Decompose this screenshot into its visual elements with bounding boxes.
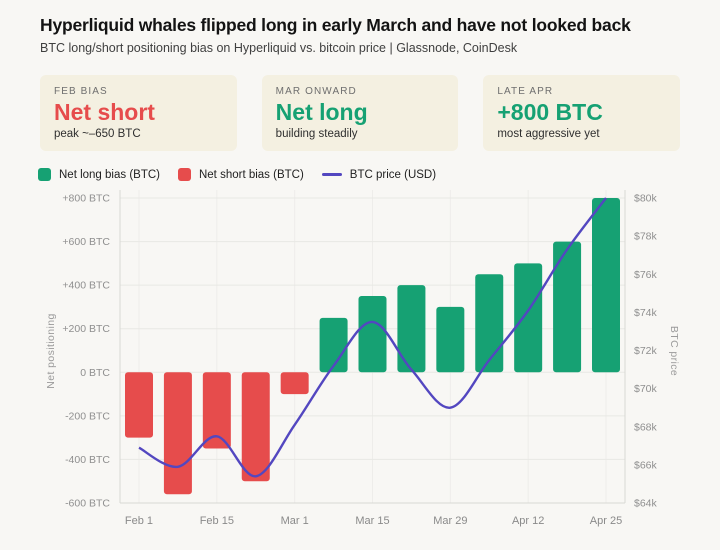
x-axis-tick-label: Apr 12 [512, 515, 544, 527]
bar-net-short [163, 372, 192, 495]
card-label: FEB BIAS [54, 86, 108, 97]
positioning-chart: Net positioning BTC price Feb 1 Feb 15 Mar… [0, 188, 720, 545]
legend-label: Net long bias (BTC) [59, 168, 160, 181]
card-value: Net short [54, 99, 155, 125]
legend-label: Net short bias (BTC) [198, 168, 304, 181]
card-subtext: peak ~–650 BTC [54, 128, 141, 140]
page-title: Hyperliquid whales flipped long in early… [40, 15, 631, 35]
right-axis-tick-label: $78k [634, 231, 658, 243]
x-axis-tick-label: Mar 15 [355, 515, 389, 527]
bar-net-long [475, 274, 504, 373]
chart-svg: Net positioning BTC price Feb 1 Feb 15 Mar… [45, 190, 680, 527]
bar-net-short [125, 372, 153, 438]
left-axis-tick-label: -200 BTC [65, 410, 110, 422]
card-subtext: building steadily [275, 128, 358, 140]
stat-card-mar-onward: MAR ONWARD Net long building steadily [261, 75, 459, 151]
stat-card-late-apr: LATE APR +800 BTC most aggressive yet [483, 75, 681, 151]
btc-price-line [138, 197, 607, 478]
left-axis-tick-label: +800 BTC [62, 193, 110, 205]
card-label: MAR ONWARD [275, 86, 357, 97]
right-axis-tick-label: $66k [634, 459, 658, 471]
left-axis-tick-label: -400 BTC [65, 454, 110, 466]
right-axis-tick-label: $64k [634, 498, 658, 510]
bar-net-long [592, 198, 620, 373]
left-axis-tick-label: +400 BTC [62, 280, 110, 292]
net-long-swatch-icon [38, 168, 51, 181]
x-axis-tick-label: Apr 25 [590, 515, 622, 527]
bar-net-long [553, 241, 582, 373]
card-value: Net long [275, 99, 368, 125]
left-axis-tick-label: +200 BTC [62, 323, 110, 335]
right-axis-tick-label: $80k [634, 193, 658, 205]
x-axis-tick-label: Mar 29 [433, 515, 467, 527]
right-axis-tick-label: $70k [634, 383, 658, 395]
x-axis-tick-label: Mar 1 [281, 515, 309, 527]
x-axis-tick-label: Feb 1 [125, 515, 153, 527]
right-axis-tick-label: $76k [634, 269, 658, 281]
right-axis-title: BTC price [668, 326, 680, 376]
chart-legend: Net long bias (BTC) Net short bias (BTC)… [38, 168, 680, 181]
bar-net-long [436, 306, 465, 373]
left-axis-tick-label: 0 BTC [80, 367, 110, 379]
bar-net-short [241, 372, 270, 482]
right-axis-tick-label: $72k [634, 345, 658, 357]
left-axis-tick-label: +600 BTC [62, 236, 110, 248]
bar-net-long [514, 263, 543, 373]
stat-cards: FEB BIAS Net short peak ~–650 BTC MAR ON… [40, 75, 681, 151]
right-axis-tick-label: $68k [634, 421, 658, 433]
left-axis-tick-label: -600 BTC [65, 498, 110, 510]
btc-price-line-swatch-icon [321, 173, 342, 176]
net-short-swatch-icon [177, 168, 191, 181]
bar-net-short [202, 372, 231, 449]
page-subtitle: BTC long/short positioning bias on Hyper… [40, 41, 518, 55]
stat-card-feb-bias: FEB BIAS Net short peak ~–650 BTC [40, 75, 237, 151]
bar-net-long [319, 317, 348, 373]
legend-item-btc-price: BTC price (USD) [321, 168, 437, 181]
card-subtext: most aggressive yet [497, 128, 600, 140]
bar-net-short [280, 372, 309, 395]
legend-label: BTC price (USD) [349, 168, 437, 181]
chart-header: Hyperliquid whales flipped long in early… [0, 0, 720, 56]
legend-item-net-short: Net short bias (BTC) [177, 168, 304, 181]
left-axis-title: Net positioning [45, 313, 57, 388]
bar-net-long [358, 296, 387, 373]
bar-net-long [397, 285, 426, 373]
card-value: +800 BTC [497, 99, 603, 125]
card-label: LATE APR [497, 86, 554, 97]
x-axis-tick-label: Feb 15 [200, 515, 234, 527]
right-axis-tick-label: $74k [634, 307, 658, 319]
legend-item-net-long: Net long bias (BTC) [38, 168, 160, 181]
